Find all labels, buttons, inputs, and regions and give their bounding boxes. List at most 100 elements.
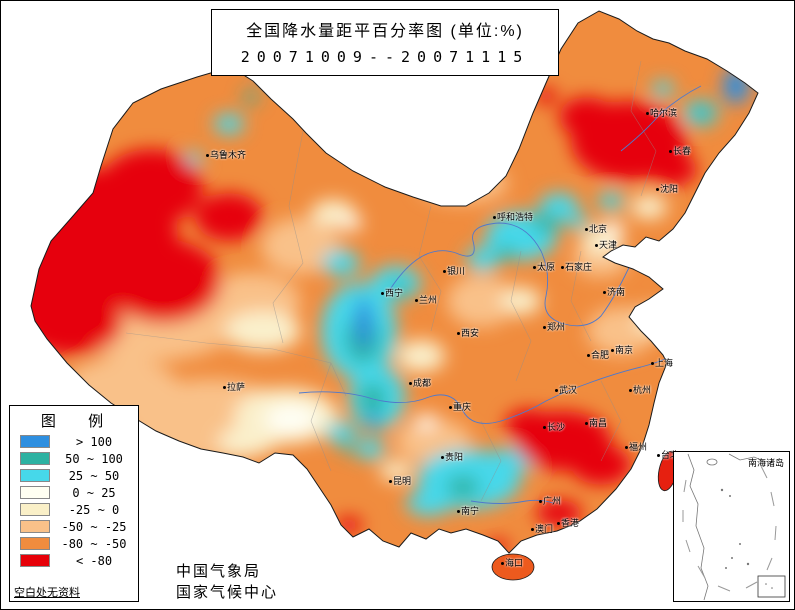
legend-row: -50 ~ -25 (10, 518, 138, 535)
city-dot (381, 292, 384, 296)
city-label-yinchuan: 银川 (443, 267, 465, 276)
city-label-lhasa: 拉萨 (223, 383, 245, 392)
legend-label: < -80 (75, 553, 113, 568)
legend-label: -80 ~ -50 (61, 536, 127, 551)
city-label-tianjin: 天津 (595, 241, 617, 250)
city-dot (533, 266, 536, 270)
legend-row: 25 ~ 50 (10, 467, 138, 484)
legend-row: 50 ~ 100 (10, 450, 138, 467)
hainan-island (491, 553, 535, 581)
credits: 中国气象局 国家气候中心 (176, 561, 278, 603)
city-label-taipei: 台北 (657, 451, 679, 460)
city-label-macau: 澳门 (531, 525, 553, 534)
inset-dash-line (682, 465, 777, 592)
city-dot (223, 386, 226, 390)
legend-row: 0 ~ 25 (10, 484, 138, 501)
city-label-haikou: 海口 (501, 559, 523, 568)
city-label-beijing: 北京 (585, 225, 607, 234)
legend-row: -80 ~ -50 (10, 535, 138, 552)
city-dot (389, 480, 392, 484)
city-label-fuzhou: 福州 (625, 443, 647, 452)
city-label-guangzhou: 广州 (539, 497, 561, 506)
inset-label: 南海诸岛 (747, 458, 784, 468)
city-label-xian: 西安 (457, 329, 479, 338)
city-label-nanjing: 南京 (611, 346, 633, 355)
city-dot (587, 354, 590, 358)
center-name: 国家气候中心 (176, 584, 279, 601)
city-dot (493, 216, 496, 220)
city-label-nanning: 南宁 (457, 507, 479, 516)
city-dot (409, 382, 412, 386)
city-label-hongkong: 香港 (557, 519, 579, 528)
pearl-river-line (470, 499, 554, 504)
legend-header: 图 例 (40, 413, 118, 430)
city-dot (669, 150, 672, 154)
map-date-range: 20071009--20071115 (240, 48, 530, 66)
legend-footnote: 空白处无资料 (14, 587, 80, 599)
city-label-hohhot: 呼和浩特 (493, 213, 533, 222)
legend: 图 例 > 100 50 ~ 100 25 ~ 50 0 ~ 25 -25 ~ … (9, 405, 139, 602)
legend-label: 50 ~ 100 (65, 451, 123, 466)
city-dot (625, 446, 628, 450)
city-dot (543, 426, 546, 430)
agency-name: 中国气象局 (176, 563, 262, 580)
city-dot (585, 228, 588, 232)
map-title-box: 全国降水量距平百分率图 (单位:%) 20071009--20071115 (211, 9, 559, 76)
yangtze-river-line (298, 358, 666, 424)
legend-row: < -80 (10, 552, 138, 569)
inset-map-canvas (682, 453, 786, 601)
city-dot (206, 154, 209, 158)
legend-row: > 100 (10, 433, 138, 450)
city-label-xining: 西宁 (381, 289, 403, 298)
city-dot (531, 528, 534, 532)
legend-label: > 100 (75, 434, 113, 449)
legend-label: -25 ~ 0 (68, 502, 120, 517)
legend-swatch (20, 554, 50, 567)
city-dot (443, 270, 446, 274)
legend-label: 25 ~ 50 (68, 468, 120, 483)
city-label-changchun: 长春 (669, 147, 691, 156)
legend-label: 0 ~ 25 (72, 485, 116, 500)
city-dot (501, 562, 504, 566)
legend-swatch (20, 452, 50, 465)
inset-islands (720, 488, 750, 569)
city-label-chongqing: 重庆 (449, 403, 471, 412)
city-dot (543, 326, 546, 330)
city-dot (555, 389, 558, 393)
city-dot (585, 422, 588, 426)
city-label-kunming: 昆明 (389, 477, 411, 486)
city-dot (651, 362, 654, 366)
city-dot (457, 510, 460, 514)
inset-scale-box (757, 575, 786, 598)
legend-swatch (20, 469, 50, 482)
city-label-shanghai: 上海 (651, 359, 673, 368)
city-label-zhengzhou: 郑州 (543, 323, 565, 332)
city-dot (595, 244, 598, 248)
city-dot (457, 332, 460, 336)
legend-swatch (20, 537, 50, 550)
south-china-sea-inset: 南海诸岛 (673, 451, 790, 602)
china-boundary (30, 10, 759, 554)
legend-swatch (20, 486, 50, 499)
city-label-hefei: 合肥 (587, 351, 609, 360)
city-dot (415, 299, 418, 303)
legend-row: -25 ~ 0 (10, 501, 138, 518)
city-label-chengdu: 成都 (409, 379, 431, 388)
inset-coastlines (687, 453, 767, 601)
city-label-jinan: 济南 (603, 288, 625, 297)
city-dot (557, 522, 560, 526)
city-label-lanzhou: 兰州 (415, 296, 437, 305)
city-label-wuhan: 武汉 (555, 386, 577, 395)
city-label-hangzhou: 杭州 (629, 386, 651, 395)
city-label-urumqi: 乌鲁木齐 (206, 151, 246, 160)
rivers (298, 85, 702, 504)
city-label-shijiazhuang: 石家庄 (561, 263, 592, 272)
city-label-shenyang: 沈阳 (656, 185, 678, 194)
map-title: 全国降水量距平百分率图 (单位:%) (246, 23, 524, 40)
city-dot (539, 500, 542, 504)
city-dot (629, 389, 632, 393)
city-dot (603, 291, 606, 295)
legend-label: -50 ~ -25 (61, 519, 127, 534)
